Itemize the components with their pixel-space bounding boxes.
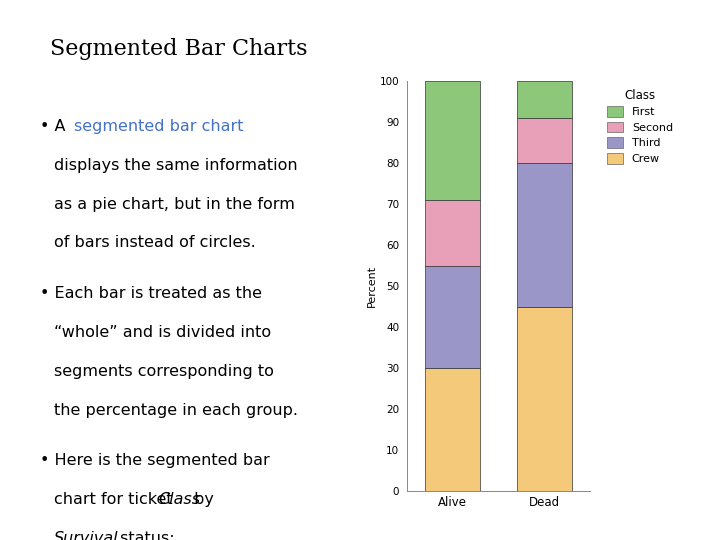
- Text: as a pie chart, but in the form: as a pie chart, but in the form: [54, 197, 295, 212]
- Text: • Each bar is treated as the: • Each bar is treated as the: [40, 286, 261, 301]
- Text: Segmented Bar Charts: Segmented Bar Charts: [50, 38, 308, 60]
- Bar: [425, 266, 480, 368]
- Text: • Here is the segmented bar: • Here is the segmented bar: [40, 453, 269, 468]
- Text: by: by: [189, 492, 215, 507]
- Text: Class: Class: [158, 492, 201, 507]
- Bar: [517, 163, 572, 307]
- Text: the percentage in each group.: the percentage in each group.: [54, 403, 298, 417]
- Text: of bars instead of circles.: of bars instead of circles.: [54, 235, 256, 251]
- Bar: [517, 81, 572, 118]
- Text: Survival: Survival: [54, 531, 119, 540]
- Bar: [517, 307, 572, 491]
- Y-axis label: Percent: Percent: [366, 265, 377, 307]
- Text: • A: • A: [40, 119, 71, 134]
- Legend: First, Second, Third, Crew: First, Second, Third, Crew: [605, 86, 675, 166]
- Bar: [425, 81, 480, 200]
- Text: status:: status:: [115, 531, 175, 540]
- Text: segmented bar chart: segmented bar chart: [74, 119, 243, 134]
- Bar: [425, 200, 480, 266]
- Text: segments corresponding to: segments corresponding to: [54, 364, 274, 379]
- Bar: [517, 118, 572, 163]
- Text: chart for ticket: chart for ticket: [54, 492, 178, 507]
- Bar: [425, 368, 480, 491]
- Text: “whole” and is divided into: “whole” and is divided into: [54, 325, 271, 340]
- Text: displays the same information: displays the same information: [54, 158, 297, 173]
